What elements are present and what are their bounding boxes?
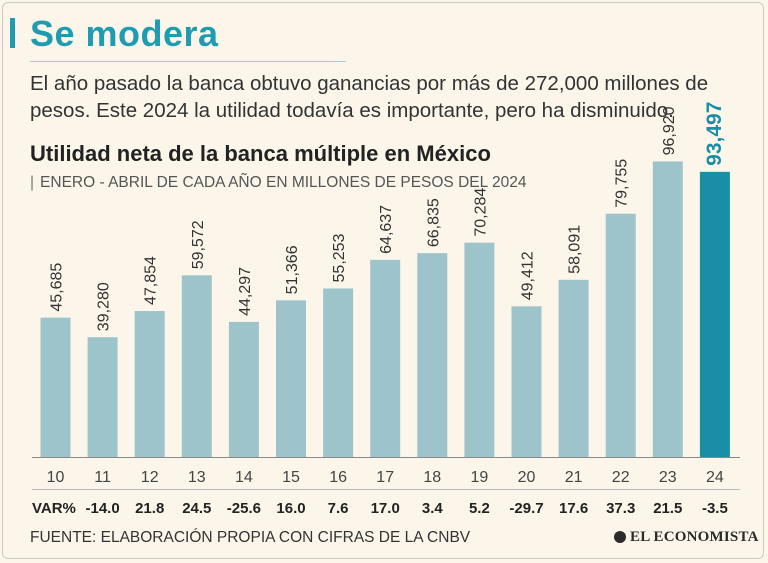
x-tick-21: 21 xyxy=(565,469,583,486)
bar-18 xyxy=(417,253,447,457)
bar-10 xyxy=(41,318,71,457)
var-value-11: -14.0 xyxy=(85,500,119,517)
x-tick-11: 11 xyxy=(94,469,111,486)
value-label-12: 47,854 xyxy=(143,256,160,305)
value-label-24: 93,497 xyxy=(703,102,726,166)
bar-11 xyxy=(88,337,118,457)
var-value-20: -29.7 xyxy=(509,500,543,517)
bar-21 xyxy=(559,280,589,457)
x-tick-13: 13 xyxy=(188,469,206,486)
value-label-15: 51,366 xyxy=(284,245,301,294)
var-value-23: 21.5 xyxy=(653,500,682,517)
value-label-18: 66,835 xyxy=(425,198,442,247)
value-label-20: 49,412 xyxy=(520,251,537,300)
value-label-16: 55,253 xyxy=(331,233,348,282)
brand-name: EL ECONOMISTA xyxy=(630,529,759,546)
x-tick-14: 14 xyxy=(235,469,253,486)
x-tick-23: 23 xyxy=(659,469,677,486)
x-tick-15: 15 xyxy=(282,469,300,486)
bar-16 xyxy=(323,288,353,457)
var-value-13: 24.5 xyxy=(182,500,211,517)
x-tick-10: 10 xyxy=(47,469,65,486)
value-label-11: 39,280 xyxy=(96,282,113,331)
bar-24 xyxy=(700,172,730,457)
var-value-18: 3.4 xyxy=(422,500,444,517)
bar-13 xyxy=(182,275,212,457)
var-value-17: 17.0 xyxy=(371,500,400,517)
value-label-14: 44,297 xyxy=(237,267,254,316)
value-label-13: 59,572 xyxy=(190,220,207,269)
bar-19 xyxy=(464,243,494,457)
var-value-16: 7.6 xyxy=(328,500,349,517)
var-label: VAR% xyxy=(32,500,76,517)
x-tick-24: 24 xyxy=(706,469,724,486)
var-value-12: 21.8 xyxy=(135,500,164,517)
brand-icon xyxy=(614,531,626,543)
brand-logo: EL ECONOMISTA xyxy=(614,527,759,547)
value-label-19: 70,284 xyxy=(472,188,489,237)
bar-12 xyxy=(135,311,165,457)
x-tick-18: 18 xyxy=(423,469,441,486)
var-value-21: 17.6 xyxy=(559,500,588,517)
bar-17 xyxy=(370,260,400,457)
bar-20 xyxy=(512,306,542,457)
value-label-23: 96,920 xyxy=(661,106,678,155)
x-tick-22: 22 xyxy=(612,469,630,486)
var-value-24: -3.5 xyxy=(702,500,728,517)
bar-22 xyxy=(606,214,636,457)
var-value-19: 5.2 xyxy=(469,500,490,517)
bar-chart: 45,685 10 39,280 11 47,854 12 59,572 13 44,297 14… xyxy=(0,0,768,563)
bar-15 xyxy=(276,300,306,457)
value-label-22: 79,755 xyxy=(614,159,631,208)
bar-14 xyxy=(229,322,259,457)
value-label-17: 64,637 xyxy=(378,205,395,254)
x-tick-20: 20 xyxy=(518,469,536,486)
source-note: FUENTE: ELABORACIÓN PROPIA CON CIFRAS DE… xyxy=(30,528,470,548)
var-value-15: 16.0 xyxy=(276,500,305,517)
x-tick-12: 12 xyxy=(141,469,159,486)
var-value-22: 37.3 xyxy=(606,500,635,517)
value-label-10: 45,685 xyxy=(49,263,66,312)
x-tick-19: 19 xyxy=(471,469,489,486)
bar-23 xyxy=(653,161,683,457)
x-tick-17: 17 xyxy=(376,469,394,486)
x-tick-16: 16 xyxy=(329,469,347,486)
value-label-21: 58,091 xyxy=(567,225,584,274)
var-value-14: -25.6 xyxy=(227,500,261,517)
